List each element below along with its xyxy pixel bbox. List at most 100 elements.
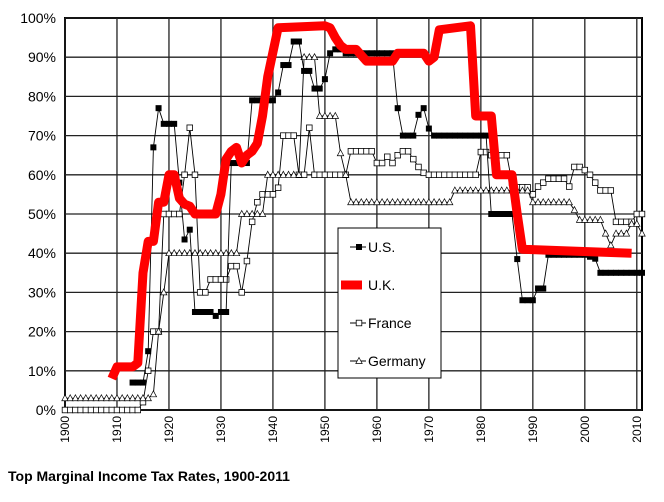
data-point	[248, 218, 256, 226]
data-point	[165, 210, 173, 218]
data-point	[544, 197, 553, 206]
data-point	[414, 197, 423, 206]
legend-label: Germany	[368, 353, 426, 369]
data-point	[445, 197, 454, 206]
data-point	[227, 248, 236, 257]
x-tick-label: 1980	[474, 416, 488, 443]
data-point	[409, 197, 418, 206]
data-point	[430, 197, 438, 206]
data-point	[446, 132, 453, 139]
data-point	[170, 210, 178, 218]
data-point	[436, 132, 443, 139]
data-point	[457, 132, 464, 139]
data-point	[633, 269, 640, 276]
data-point	[383, 197, 392, 206]
data-point	[498, 211, 505, 217]
data-point	[388, 197, 397, 206]
legend-label: U.S.	[368, 239, 395, 255]
data-point	[488, 211, 495, 217]
data-point	[367, 197, 376, 206]
data-point	[274, 184, 282, 191]
data-point	[601, 229, 610, 237]
data-point	[118, 406, 126, 414]
data-point	[431, 132, 438, 139]
y-tick-label: 30%	[28, 284, 56, 300]
data-point	[404, 197, 412, 206]
data-point	[295, 38, 302, 45]
data-point	[144, 367, 152, 374]
data-point	[159, 288, 168, 296]
data-point	[617, 229, 625, 237]
x-tick-label: 1950	[318, 416, 332, 443]
data-point	[602, 269, 609, 276]
data-point	[405, 132, 412, 139]
data-point	[61, 406, 69, 414]
x-tick-label: 1990	[526, 416, 540, 443]
data-point	[555, 197, 563, 206]
data-point	[180, 248, 189, 257]
series-germany	[61, 52, 646, 402]
data-point	[124, 406, 131, 414]
data-point	[249, 97, 256, 104]
data-point	[571, 163, 578, 171]
data-point	[66, 393, 74, 402]
data-point	[607, 187, 615, 194]
data-point	[310, 52, 319, 61]
y-axis-ticks: 0% 10% 20% 30% 40% 50% 60% 70% 80% 90% 100%	[20, 10, 56, 418]
data-point	[233, 160, 240, 167]
data-point	[518, 186, 527, 194]
data-point	[639, 269, 645, 276]
data-point	[384, 50, 391, 57]
data-point	[633, 210, 641, 218]
data-point	[503, 186, 511, 194]
data-point	[477, 132, 484, 139]
data-point	[440, 197, 449, 206]
data-point	[612, 229, 620, 237]
data-point	[404, 148, 412, 155]
data-point	[332, 46, 339, 53]
data-point	[186, 124, 193, 131]
data-point	[196, 248, 204, 257]
data-point	[82, 393, 90, 402]
data-point	[550, 175, 557, 182]
data-point	[425, 171, 433, 178]
data-point	[627, 219, 636, 227]
data-point	[472, 171, 479, 178]
data-point	[435, 197, 444, 206]
data-point	[368, 50, 375, 57]
data-point	[191, 248, 199, 257]
data-point	[399, 197, 407, 206]
data-point	[482, 148, 490, 156]
data-point	[154, 327, 163, 335]
data-point	[467, 171, 474, 178]
data-point	[72, 406, 79, 414]
data-point	[575, 215, 584, 223]
data-point	[202, 309, 209, 315]
data-point	[622, 229, 631, 237]
data-point	[238, 289, 245, 296]
x-tick-label: 1930	[214, 416, 228, 443]
data-point	[519, 297, 526, 304]
data-point	[87, 393, 95, 402]
data-point	[263, 170, 272, 178]
data-point	[347, 197, 355, 206]
data-point	[311, 171, 318, 178]
series-line	[107, 21, 632, 381]
x-tick-label: 2000	[578, 416, 592, 443]
data-point	[363, 50, 370, 57]
data-point	[102, 393, 111, 402]
series-france	[61, 124, 646, 414]
data-point	[523, 186, 532, 194]
data-point	[222, 276, 230, 283]
data-point	[357, 197, 366, 206]
data-point	[560, 175, 568, 182]
data-point	[441, 171, 448, 178]
data-point	[306, 67, 313, 74]
data-point	[503, 211, 510, 217]
data-point	[129, 379, 136, 386]
data-point	[336, 148, 345, 157]
data-point	[355, 356, 363, 364]
data-point	[113, 393, 121, 402]
data-point	[311, 85, 318, 92]
